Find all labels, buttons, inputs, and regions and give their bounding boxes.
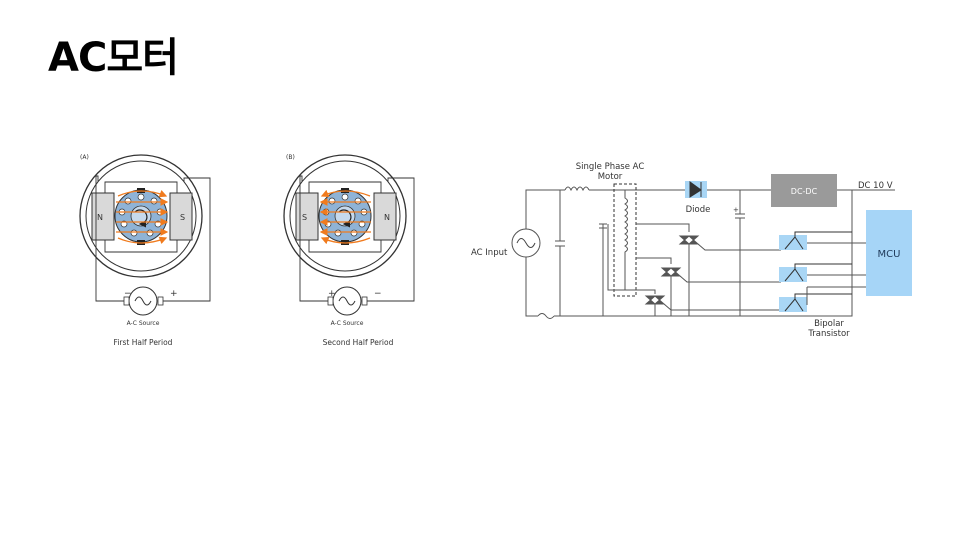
bipolar-transistor-3 xyxy=(779,286,866,312)
minus-sign-b: − xyxy=(374,289,382,299)
field-winding-top xyxy=(104,181,178,193)
motor-winding xyxy=(624,190,628,290)
rotor-core xyxy=(130,205,152,227)
source-label-b: A-C Source xyxy=(331,320,364,327)
slide-title: AC모터 xyxy=(48,35,179,81)
minus-sign-a: − xyxy=(124,289,132,299)
sine-icon xyxy=(338,296,356,306)
plus-sign-a: + xyxy=(170,289,178,299)
panel-label-a: (A) xyxy=(80,154,89,161)
source-terminal-right-b xyxy=(361,296,368,306)
caption-b: Second Half Period xyxy=(323,338,394,347)
ac-input-label: AC Input xyxy=(471,248,508,258)
source-terminal-left-b xyxy=(327,296,334,306)
top-left-rail xyxy=(525,189,565,229)
input-inductor xyxy=(564,186,590,192)
input-fuse xyxy=(537,313,555,319)
source-wire-right xyxy=(367,177,415,302)
bulk-capacitor xyxy=(735,190,745,316)
magnetic-field-arrows-b xyxy=(319,189,371,245)
pole-piece-left xyxy=(91,192,115,241)
bipolar-transistor-2 xyxy=(779,263,866,282)
field-winding-bottom xyxy=(308,240,382,253)
source-wire-left xyxy=(299,175,328,302)
ac-input-sine-icon xyxy=(516,238,536,248)
panel-label-b: (B) xyxy=(286,154,295,161)
triac-3 xyxy=(625,289,781,316)
motor-winding-box xyxy=(613,183,637,297)
triac-2 xyxy=(636,257,781,316)
source-wire-left xyxy=(95,175,124,302)
motor-tap-wire xyxy=(607,224,625,291)
plus-sign-b: + xyxy=(328,289,336,299)
rotation-arrow-a xyxy=(134,209,148,228)
source-terminal-left-a xyxy=(123,296,130,306)
source-label-a: A-C Source xyxy=(127,320,160,327)
control-circuit-diagram xyxy=(511,174,912,319)
sine-icon xyxy=(134,296,152,306)
input-capacitor xyxy=(555,190,565,316)
pole-piece-left xyxy=(295,192,319,241)
rotation-arrow-b xyxy=(338,209,352,228)
motor-label-line1: Single Phase AC xyxy=(576,162,645,172)
north-pole-label: N xyxy=(384,213,390,222)
motor-diagram-b: (B) S N + − xyxy=(283,154,415,347)
diode-label: Diode xyxy=(686,205,711,215)
stator-inner-ring xyxy=(85,160,197,272)
mcu-label: MCU xyxy=(878,249,901,260)
south-pole-label: S xyxy=(302,213,307,222)
diode-symbol xyxy=(689,181,702,198)
bottom-left-rail xyxy=(525,257,538,317)
circuit-labels: Single Phase AC Motor Diode DC-DC DC 10 … xyxy=(471,162,900,339)
field-winding-bottom xyxy=(104,240,178,253)
mcu-block xyxy=(866,210,912,296)
triac-1 xyxy=(636,223,781,316)
north-pole-label: N xyxy=(97,213,103,222)
south-pole-label: S xyxy=(180,213,185,222)
dcdc-label: DC-DC xyxy=(791,187,818,196)
motor-run-capacitor xyxy=(599,223,607,316)
transistor-label-line2: Transistor xyxy=(807,329,850,339)
field-winding-top xyxy=(308,181,382,193)
motor-diagram-a: (A) N S xyxy=(79,154,211,347)
dcdc-converter-block xyxy=(771,174,837,207)
stator-inner-ring xyxy=(289,160,401,272)
pole-piece-right xyxy=(373,192,397,241)
magnetic-field-arrows-a xyxy=(116,189,169,245)
transistor-label-line1: Bipolar xyxy=(814,319,844,329)
capacitor-polarity: + xyxy=(733,206,739,214)
rotor-core xyxy=(334,205,356,227)
bipolar-transistor-1 xyxy=(779,231,866,250)
motor-label-line2: Motor xyxy=(598,172,623,182)
source-wire-right xyxy=(163,177,211,302)
source-terminal-right-a xyxy=(157,296,164,306)
pole-piece-right xyxy=(169,192,193,241)
caption-a: First Half Period xyxy=(114,338,173,347)
dc-output-label: DC 10 V xyxy=(858,181,893,191)
